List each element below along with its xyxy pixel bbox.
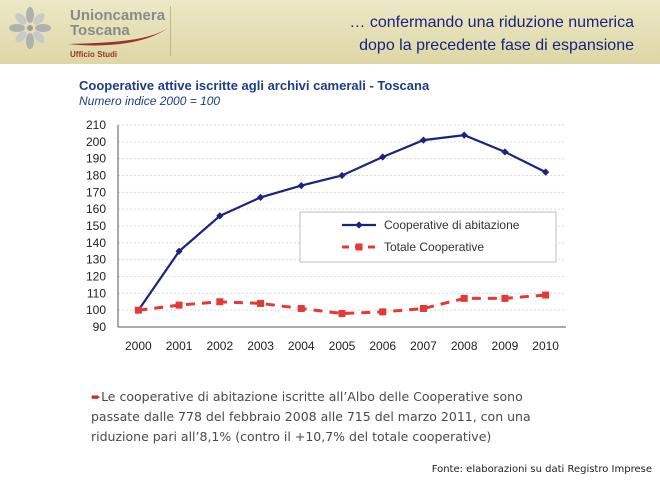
chart-subtitle: Numero indice 2000 = 100 [79,94,221,108]
data-point-diamond [297,182,305,190]
x-tick-label: 2001 [166,339,193,353]
legend-label: Cooperative di abitazione [384,218,520,232]
data-point-square [257,299,265,307]
x-tick-label: 2006 [369,339,396,353]
data-point-square [216,298,224,306]
data-point-square [379,308,387,316]
logo-line1: Unioncamera [70,7,166,24]
logo-name: Unioncamera Toscana [70,8,165,38]
y-tick-label: 110 [87,286,106,300]
x-tick-label: 2002 [206,339,233,353]
y-tick-label: 200 [86,135,106,149]
y-tick-label: 210 [86,118,106,132]
data-point-square [175,301,183,309]
data-point-square [297,304,305,312]
page-title: … confermando una riduzione numerica dop… [349,11,634,57]
x-tick-label: 2000 [125,339,152,353]
chart-title: Cooperative attive iscritte agli archivi… [79,78,430,93]
data-point-square [542,291,550,299]
y-tick-label: 190 [86,152,106,166]
x-tick-label: 2009 [492,339,519,353]
series-line-2 [138,293,546,316]
data-point-diamond [460,131,468,139]
legend-swatch-marker [355,243,363,251]
x-tick-label: 2003 [247,339,274,353]
logo-subtitle: Ufficio Studi [70,50,118,59]
x-tick-label: 2004 [288,339,315,353]
x-tick-label: 2005 [329,339,356,353]
data-point-square [338,310,346,318]
data-point-diamond [419,136,428,144]
x-tick-label: 2008 [451,339,478,353]
data-point-diamond [175,247,183,255]
legend-swatch-marker [355,221,363,229]
legend-box [299,211,557,263]
data-point-square [460,294,468,302]
data-point-diamond [216,212,224,220]
y-tick-label: 140 [86,236,106,250]
bullet-arrow-icon: ➨ [91,390,102,404]
y-tick-label: 130 [86,253,106,267]
data-point-square [419,304,427,312]
x-tick-label: 2007 [410,339,437,353]
logo-icon [9,7,51,49]
data-point-diamond [256,193,265,201]
logo-line2: Toscana [70,22,130,39]
data-point-square [501,294,509,302]
y-tick-label: 150 [86,219,106,233]
x-tick-label: 2010 [532,339,559,353]
page-title-line2: dopo la precedente fase di espansione [359,37,634,54]
page-title-line1: … confermando una riduzione numerica [349,14,634,31]
source-note: Fonte: elaborazioni su dati Registro Imp… [431,464,652,475]
data-point-diamond [501,148,509,156]
y-tick-label: 90 [93,320,107,334]
data-point-diamond [542,168,550,176]
data-point-square [134,306,142,314]
data-point-diamond [379,153,387,161]
legend-label: Totale Cooperative [384,240,484,254]
y-tick-label: 100 [86,303,106,317]
data-point-diamond [338,171,346,180]
y-tick-label: 170 [86,185,106,199]
logo-swoosh-icon [68,28,168,46]
y-tick-label: 120 [86,270,106,284]
note-text: ➨Le cooperative di abitazione iscritte a… [91,387,541,447]
y-tick-label: 160 [86,202,106,216]
y-tick-label: 180 [86,169,106,183]
header-band: Unioncamera Toscana Ufficio Studi … conf… [0,0,660,64]
logo-divider [170,6,171,56]
note-body: Le cooperative di abitazione iscritte al… [91,389,531,444]
